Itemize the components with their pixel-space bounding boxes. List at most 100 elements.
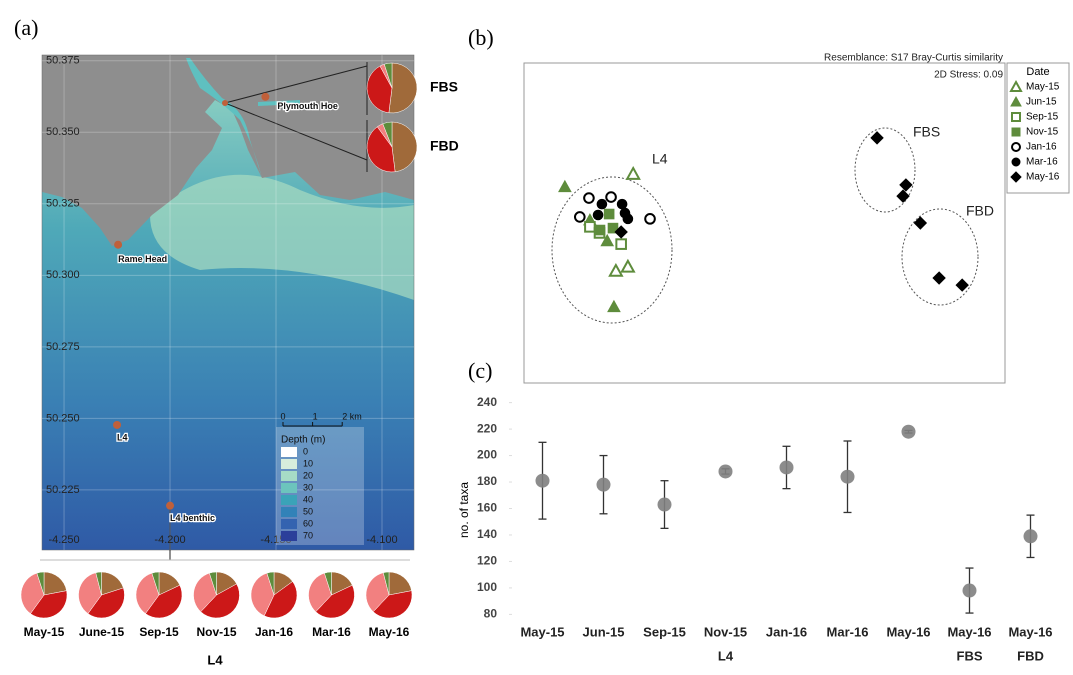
- point: [956, 279, 968, 291]
- legend-label: 50: [303, 506, 313, 516]
- point: [617, 199, 627, 209]
- legend-label: May-15: [1026, 82, 1060, 93]
- pie-label: FBD: [430, 138, 459, 154]
- legend-label: May-16: [1026, 172, 1060, 183]
- group-label: L4: [207, 652, 223, 667]
- pie-label: FBS: [430, 79, 458, 95]
- place-label: Rame Head: [118, 254, 167, 264]
- legend-label: 0: [303, 446, 308, 456]
- point: [610, 265, 622, 276]
- y-tick-label: 240: [477, 395, 497, 409]
- x-tick-label: May-15: [520, 624, 564, 639]
- legend-label: 30: [303, 482, 313, 492]
- cluster-ellipse: [902, 209, 978, 305]
- page: (a)-4.250-4.200-4.150-4.10050.37550.3505…: [0, 0, 1073, 675]
- point: [871, 132, 883, 144]
- legend-label: 70: [303, 530, 313, 540]
- place-label: L4 benthic: [170, 513, 215, 523]
- pie-label: May-15: [24, 625, 65, 639]
- y-tick-label: 180: [477, 474, 497, 488]
- legend-swatch: [281, 495, 297, 505]
- site-marker: [114, 241, 122, 249]
- point: [1012, 128, 1020, 136]
- y-tick-label: 50.250: [46, 412, 80, 424]
- point: [597, 199, 607, 209]
- site-marker: [113, 421, 121, 429]
- point: [1012, 143, 1020, 151]
- point: [1012, 158, 1020, 166]
- x-tick-label: May-16: [947, 624, 991, 639]
- y-tick-label: 160: [477, 501, 497, 515]
- point: [900, 179, 912, 191]
- point: [963, 584, 977, 598]
- point: [606, 192, 616, 202]
- point: [597, 478, 611, 492]
- group-label: FBS: [957, 648, 983, 663]
- panel-label: (b): [468, 25, 494, 50]
- pie-label: Sep-15: [139, 625, 179, 639]
- annotation: Resemblance: S17 Bray-Curtis similarity: [824, 53, 1003, 64]
- point: [593, 210, 603, 220]
- group-label: L4: [652, 151, 668, 167]
- group-label: FBD: [966, 203, 994, 219]
- y-tick-label: 50.225: [46, 484, 80, 496]
- x-tick-label: Jan-16: [766, 624, 807, 639]
- panel-label: (c): [468, 358, 492, 383]
- site-marker: [261, 93, 269, 101]
- point: [1024, 529, 1038, 543]
- y-tick-label: 100: [477, 580, 497, 594]
- pie-label: June-15: [79, 625, 125, 639]
- group-label: FBS: [913, 124, 940, 140]
- x-tick-label: Nov-15: [704, 624, 747, 639]
- legend-swatch: [281, 507, 297, 517]
- point: [622, 261, 634, 272]
- legend-label: 40: [303, 494, 313, 504]
- x-tick-label: -4.250: [48, 534, 79, 546]
- legend-label: Sep-15: [1026, 112, 1059, 123]
- x-tick-label: -4.200: [154, 534, 185, 546]
- x-tick-label: Mar-16: [827, 624, 869, 639]
- legend-swatch: [281, 447, 297, 457]
- point: [645, 214, 655, 224]
- point: [604, 209, 614, 219]
- point: [559, 181, 571, 192]
- point: [608, 301, 620, 312]
- point: [841, 470, 855, 484]
- legend-label: 20: [303, 470, 313, 480]
- y-tick-label: 50.275: [46, 341, 80, 353]
- nmds-frame: [524, 63, 1005, 383]
- figure: (a)-4.250-4.200-4.150-4.10050.37550.3505…: [0, 0, 1073, 675]
- point: [616, 239, 626, 249]
- point: [627, 168, 639, 179]
- y-tick-label: 50.350: [46, 126, 80, 138]
- site-marker: [222, 100, 228, 106]
- legend-title: Date: [1026, 66, 1049, 78]
- site-marker: [166, 502, 174, 510]
- legend-label: Nov-15: [1026, 127, 1059, 138]
- x-tick-label: May-16: [886, 624, 930, 639]
- pie-label: Jan-16: [255, 625, 293, 639]
- legend-swatch: [281, 531, 297, 541]
- y-tick-label: 120: [477, 554, 497, 568]
- legend-swatch: [281, 459, 297, 469]
- y-axis-label: no. of taxa: [457, 482, 471, 538]
- x-tick-label: Sep-15: [643, 624, 686, 639]
- place-label: Plymouth Hoe: [277, 101, 338, 111]
- point: [584, 193, 594, 203]
- legend-swatch: [281, 483, 297, 493]
- y-tick-label: 50.325: [46, 198, 80, 210]
- pie-label: Mar-16: [312, 625, 351, 639]
- x-tick-label: Jun-15: [583, 624, 625, 639]
- legend-title: Depth (m): [281, 435, 325, 446]
- scale-label: 1: [313, 411, 318, 421]
- point: [897, 190, 909, 202]
- y-tick-label: 220: [477, 421, 497, 435]
- legend-swatch: [281, 471, 297, 481]
- annotation: 2D Stress: 0.09: [934, 70, 1003, 81]
- legend-label: Jun-15: [1026, 97, 1057, 108]
- group-label: FBD: [1017, 648, 1044, 663]
- x-tick-label: -4.100: [366, 534, 397, 546]
- group-label: L4: [718, 648, 734, 663]
- point: [1012, 113, 1020, 121]
- y-tick-label: 50.375: [46, 55, 80, 67]
